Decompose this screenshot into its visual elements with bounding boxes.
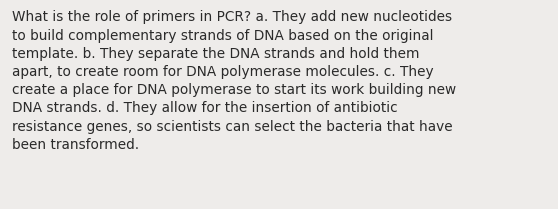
- Text: What is the role of primers in PCR? a. They add new nucleotides
to build complem: What is the role of primers in PCR? a. T…: [12, 10, 456, 152]
